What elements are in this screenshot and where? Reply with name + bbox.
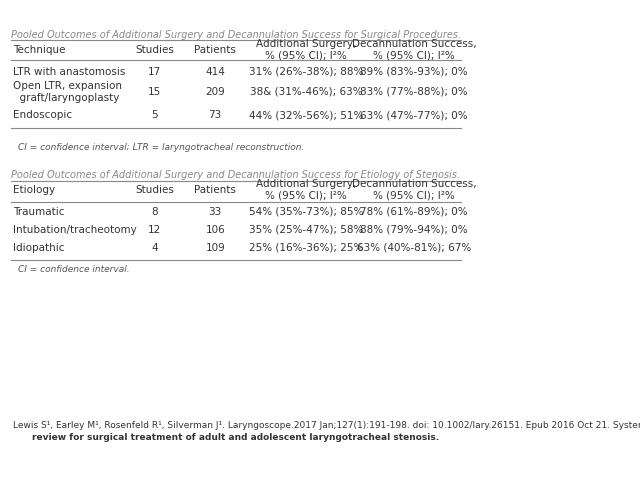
Text: 78% (61%-89%); 0%: 78% (61%-89%); 0% [360, 207, 468, 217]
Text: 54% (35%-73%); 85%: 54% (35%-73%); 85% [249, 207, 363, 217]
Text: 35% (25%-47%); 58%: 35% (25%-47%); 58% [249, 225, 363, 235]
Text: Patients: Patients [195, 45, 236, 55]
Text: Additional Surgery,
% (95% CI); I²%: Additional Surgery, % (95% CI); I²% [255, 179, 356, 201]
Text: Idiopathic: Idiopathic [13, 243, 65, 253]
Text: 106: 106 [205, 225, 225, 235]
Text: review for surgical treatment of adult and adolescent laryngotracheal stenosis.: review for surgical treatment of adult a… [32, 432, 440, 442]
Text: 8: 8 [152, 207, 158, 217]
Text: Etiology: Etiology [13, 185, 56, 195]
Text: Pooled Outcomes of Additional Surgery and Decannulation Success for Etiology of : Pooled Outcomes of Additional Surgery an… [12, 170, 460, 180]
Text: 209: 209 [205, 87, 225, 97]
Text: 88% (79%-94%); 0%: 88% (79%-94%); 0% [360, 225, 468, 235]
Text: 12: 12 [148, 225, 161, 235]
Text: CI = confidence interval; LTR = laryngotracheal reconstruction.: CI = confidence interval; LTR = laryngot… [19, 143, 305, 152]
Text: Studies: Studies [135, 45, 174, 55]
Text: 17: 17 [148, 67, 161, 77]
Text: Technique: Technique [13, 45, 66, 55]
Text: Decannulation Success,
% (95% CI); I²%: Decannulation Success, % (95% CI); I²% [352, 179, 477, 201]
Text: Pooled Outcomes of Additional Surgery and Decannulation Success for Surgical Pro: Pooled Outcomes of Additional Surgery an… [11, 30, 461, 40]
Text: Intubation/tracheotomy: Intubation/tracheotomy [13, 225, 137, 235]
Text: 15: 15 [148, 87, 161, 97]
Text: Traumatic: Traumatic [13, 207, 65, 217]
Text: 109: 109 [205, 243, 225, 253]
Text: 4: 4 [152, 243, 158, 253]
Text: Endoscopic: Endoscopic [13, 110, 72, 120]
Text: Studies: Studies [135, 185, 174, 195]
Text: 38& (31%-46%); 63%: 38& (31%-46%); 63% [250, 87, 362, 97]
Text: LTR with anastomosis: LTR with anastomosis [13, 67, 125, 77]
Text: Patients: Patients [195, 185, 236, 195]
Text: 44% (32%-56%); 51%: 44% (32%-56%); 51% [249, 110, 363, 120]
Text: 83% (77%-88%); 0%: 83% (77%-88%); 0% [360, 87, 468, 97]
Text: 414: 414 [205, 67, 225, 77]
Text: Decannulation Success,
% (95% CI); I²%: Decannulation Success, % (95% CI); I²% [352, 39, 477, 61]
Text: Open LTR, expansion
  graft/laryngoplasty: Open LTR, expansion graft/laryngoplasty [13, 81, 122, 103]
Text: 5: 5 [152, 110, 158, 120]
Text: Lewis S¹, Earley M¹, Rosenfeld R¹, Silverman J¹. Laryngoscope.2017 Jan;127(1):19: Lewis S¹, Earley M¹, Rosenfeld R¹, Silve… [13, 420, 640, 430]
Text: 89% (83%-93%); 0%: 89% (83%-93%); 0% [360, 67, 468, 77]
Text: Additional Surgery,
% (95% CI); I²%: Additional Surgery, % (95% CI); I²% [255, 39, 356, 61]
Text: 73: 73 [209, 110, 222, 120]
Text: 63% (40%-81%); 67%: 63% (40%-81%); 67% [357, 243, 471, 253]
Text: 33: 33 [209, 207, 222, 217]
Text: CI = confidence interval.: CI = confidence interval. [19, 265, 130, 275]
Text: 31% (26%-38%); 88%: 31% (26%-38%); 88% [249, 67, 363, 77]
Text: 63% (47%-77%); 0%: 63% (47%-77%); 0% [360, 110, 468, 120]
Text: 25% (16%-36%); 25%: 25% (16%-36%); 25% [249, 243, 363, 253]
